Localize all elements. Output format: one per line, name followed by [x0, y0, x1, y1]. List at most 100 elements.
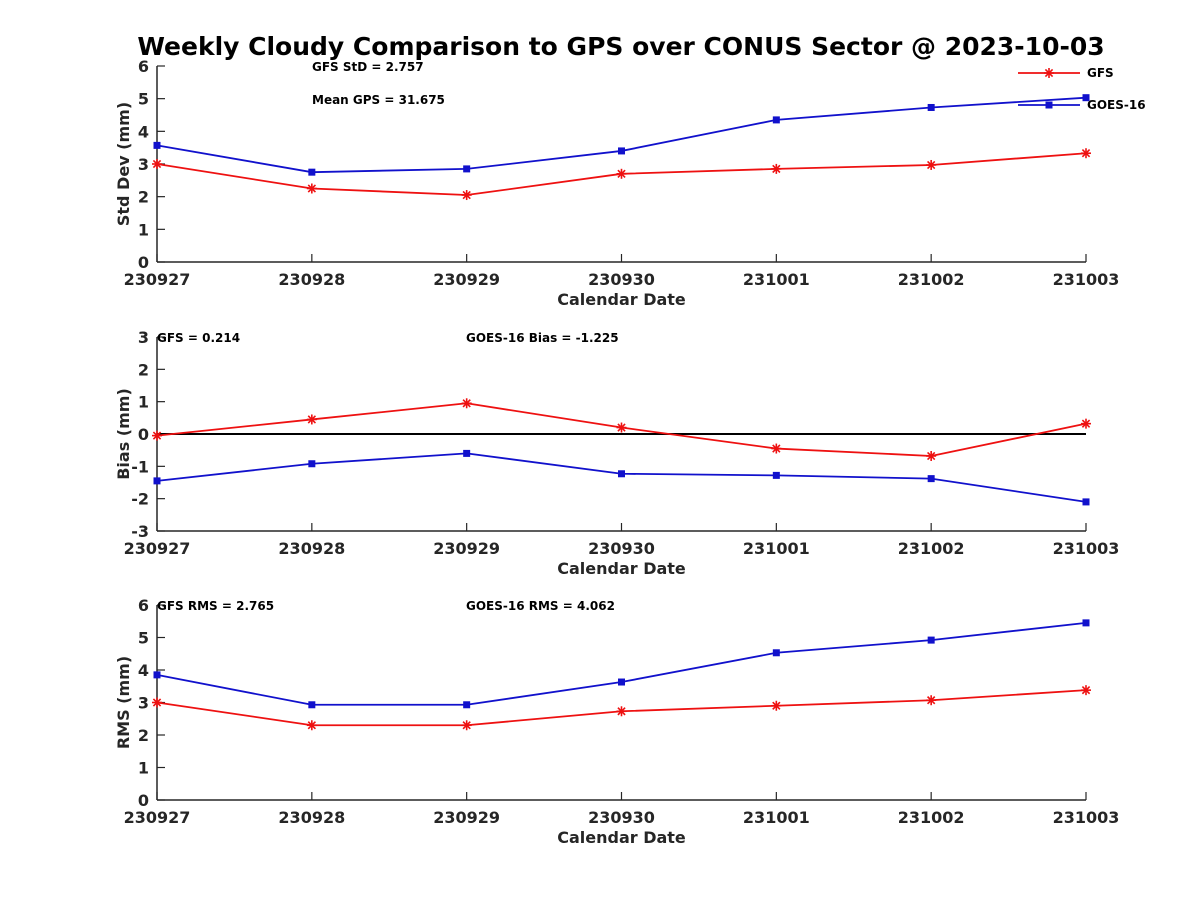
x-tick-label: 230930 [588, 270, 655, 289]
data-point [927, 636, 935, 644]
y-tick-label: 4 [138, 122, 149, 141]
x-tick-label: 230929 [433, 808, 500, 827]
x-tick-label: 230927 [124, 808, 191, 827]
x-axis-label: Calendar Date [557, 290, 686, 309]
data-point [308, 701, 316, 709]
y-tick-label: 2 [138, 188, 149, 207]
y-tick-label: 5 [138, 629, 149, 648]
data-point [926, 450, 937, 461]
series-gfs [152, 685, 1091, 731]
series-line [156, 96, 1087, 174]
legend-entry: GOES-16 [1018, 98, 1146, 112]
x-tick-label: 231002 [898, 539, 965, 558]
legend-entry: GFS [1018, 66, 1114, 80]
y-tick-label: -2 [131, 490, 149, 509]
data-point [152, 430, 162, 441]
y-tick-label: 6 [138, 596, 149, 615]
x-tick-label: 230928 [278, 808, 345, 827]
x-axis-label: Calendar Date [557, 828, 686, 847]
x-tick-label: 231001 [743, 270, 810, 289]
y-tick-label: 4 [138, 661, 149, 680]
data-point [1082, 94, 1090, 102]
y-tick-label: 6 [138, 57, 149, 76]
data-point [927, 475, 935, 483]
data-point [618, 678, 625, 686]
panel-2: -3 -2 -1 0 1 2 3 230927 230928 230929 230930 231001… [114, 328, 1119, 578]
y-tick-label: 3 [138, 328, 149, 347]
stat-annotation: Mean GPS = 31.675 [312, 93, 445, 107]
y-tick-label: 5 [138, 90, 149, 109]
data-point [926, 695, 937, 706]
data-point [1082, 619, 1090, 627]
data-point [771, 443, 782, 454]
data-point [461, 190, 472, 201]
y-axis-label: Bias (mm) [114, 388, 133, 480]
data-point [463, 449, 471, 457]
data-point [153, 477, 161, 485]
y-tick-label: -1 [131, 457, 149, 476]
data-point [306, 720, 317, 731]
legend-marker [1044, 68, 1054, 78]
data-point [771, 700, 782, 711]
stat-annotation: GFS RMS = 2.765 [157, 599, 274, 613]
series-gfs [152, 398, 1091, 461]
data-point [153, 141, 161, 149]
series-gfs [152, 148, 1091, 201]
data-point [308, 168, 316, 176]
y-tick-label: 3 [138, 694, 149, 713]
y-tick-label: 3 [138, 155, 149, 174]
data-point [461, 398, 472, 409]
data-point [1081, 418, 1091, 429]
y-tick-label: 1 [138, 759, 149, 778]
x-tick-label: 230930 [588, 539, 655, 558]
data-point [616, 706, 627, 717]
series-goes-16 [153, 94, 1090, 176]
data-point [152, 697, 162, 708]
figure-title: Weekly Cloudy Comparison to GPS over CON… [137, 32, 1104, 61]
y-tick-label: 2 [138, 360, 149, 379]
stat-annotation: GFS = 0.214 [157, 331, 240, 345]
panel-3: 0 1 2 3 4 5 6 230927 230928 230929 230930 231001 231… [114, 596, 1119, 847]
y-tick-label: 0 [138, 425, 149, 444]
x-axis-label: Calendar Date [557, 559, 686, 578]
data-point [772, 649, 780, 657]
stat-annotation: GFS StD = 2.757 [312, 60, 424, 74]
x-tick-label: 230928 [278, 539, 345, 558]
data-point [461, 720, 472, 731]
data-point [463, 165, 471, 173]
series-line [156, 621, 1087, 706]
data-point [618, 147, 625, 155]
x-tick-label: 230927 [124, 539, 191, 558]
x-tick-label: 230930 [588, 808, 655, 827]
data-point [771, 163, 782, 174]
data-point [1082, 498, 1090, 506]
y-tick-label: 0 [138, 253, 149, 272]
data-point [616, 422, 627, 433]
y-axis-label: Std Dev (mm) [114, 102, 133, 226]
legend-label: GFS [1087, 66, 1114, 80]
y-tick-label: 2 [138, 726, 149, 745]
data-point [618, 470, 625, 478]
data-point [1081, 685, 1091, 696]
y-tick-label: 0 [138, 791, 149, 810]
panel-1: 0 1 2 3 4 5 6 230927 230928 230929 230930 231001 231… [114, 57, 1119, 309]
data-point [306, 183, 317, 194]
data-point [152, 159, 162, 169]
series-goes-16 [153, 619, 1090, 709]
data-point [616, 168, 627, 179]
x-tick-label: 230929 [433, 539, 500, 558]
data-point [463, 701, 471, 709]
stat-annotation: GOES-16 RMS = 4.062 [466, 599, 615, 613]
legend-label: GOES-16 [1087, 98, 1146, 112]
legend-marker [1045, 101, 1053, 109]
x-tick-label: 231003 [1053, 270, 1120, 289]
data-point [153, 671, 161, 679]
stat-annotation: GOES-16 Bias = -1.225 [466, 331, 619, 345]
x-tick-label: 231001 [743, 808, 810, 827]
x-tick-label: 231002 [898, 270, 965, 289]
data-point [926, 159, 937, 170]
x-tick-label: 231002 [898, 808, 965, 827]
x-tick-label: 231003 [1053, 808, 1120, 827]
